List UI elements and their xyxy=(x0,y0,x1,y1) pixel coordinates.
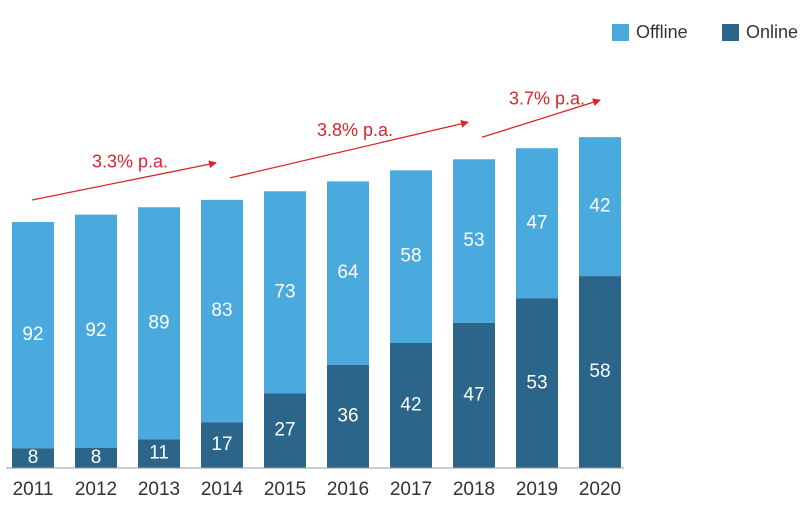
label-offline-2015: 73 xyxy=(274,281,295,302)
label-offline-2014: 83 xyxy=(211,300,232,321)
x-tick-2020: 2020 xyxy=(579,479,621,500)
x-tick-2017: 2017 xyxy=(390,479,432,500)
legend-online-label: Online xyxy=(746,21,799,42)
bar-online-2011 xyxy=(12,448,54,468)
label-online-2019: 53 xyxy=(526,372,547,393)
bar-online-2013 xyxy=(138,439,180,468)
x-tick-2016: 2016 xyxy=(327,479,369,500)
bar-online-2014 xyxy=(201,422,243,468)
label-online-2018: 47 xyxy=(463,384,484,405)
bar-online-2020 xyxy=(579,276,621,468)
growth-arrow-1 xyxy=(31,160,217,201)
label-online-2016: 36 xyxy=(337,405,358,426)
bars-layer: 92 8 92 8 89 11 83 17 73 27 64 36 58 42 53 47 47 53 42 58 xyxy=(12,137,621,468)
bar-online-2015 xyxy=(264,393,306,468)
x-tick-2019: 2019 xyxy=(516,479,558,500)
bar-online-2018 xyxy=(453,322,495,468)
growth-label-3: 3.7% p.a. xyxy=(509,89,585,109)
label-online-2011: 8 xyxy=(28,447,39,468)
label-offline-2012: 92 xyxy=(85,320,106,341)
legend-offline-swatch xyxy=(612,23,629,41)
x-tick-2011: 2011 xyxy=(13,479,54,500)
label-offline-2016: 64 xyxy=(337,262,359,283)
growth-annotations: 3.3% p.a. 3.8% p.a. 3.7% p.a. xyxy=(31,89,601,201)
bar-offline-2015 xyxy=(264,191,306,394)
bar-online-2019 xyxy=(516,298,558,468)
label-offline-2013: 89 xyxy=(148,312,169,333)
bar-offline-2020 xyxy=(579,137,621,277)
label-online-2013: 11 xyxy=(149,443,169,464)
bar-offline-2013 xyxy=(138,207,180,440)
label-offline-2011: 92 xyxy=(22,324,43,345)
label-online-2017: 42 xyxy=(400,395,421,416)
bar-offline-2012 xyxy=(75,214,117,448)
legend-online: Online xyxy=(722,22,798,42)
x-tick-2013: 2013 xyxy=(138,479,180,500)
x-tick-2012: 2012 xyxy=(75,479,117,500)
bar-offline-2019 xyxy=(516,148,558,299)
label-offline-2019: 47 xyxy=(526,212,547,233)
x-tick-2014: 2014 xyxy=(201,479,244,500)
growth-arrow-2 xyxy=(229,119,469,179)
bar-online-2012 xyxy=(75,447,117,468)
x-axis-ticks: 2011 2012 2013 2014 2015 2016 2017 2018 2019 2020 xyxy=(13,479,622,500)
bar-online-2016 xyxy=(327,364,369,468)
label-online-2015: 27 xyxy=(274,420,295,441)
label-online-2012: 8 xyxy=(91,447,102,468)
bar-offline-2014 xyxy=(201,199,243,423)
label-online-2014: 17 xyxy=(211,434,232,455)
bar-offline-2011 xyxy=(12,222,54,449)
legend-online-swatch xyxy=(722,23,739,41)
growth-label-2: 3.8% p.a. xyxy=(317,120,393,140)
x-tick-2015: 2015 xyxy=(264,479,306,500)
bar-offline-2017 xyxy=(390,170,432,343)
growth-arrow-3 xyxy=(481,98,601,138)
growth-label-1: 3.3% p.a. xyxy=(92,151,168,171)
bar-online-2017 xyxy=(390,342,432,468)
bar-offline-2016 xyxy=(327,181,369,365)
label-offline-2020: 42 xyxy=(589,196,610,217)
legend-offline-label: Offline xyxy=(636,21,688,42)
label-offline-2017: 58 xyxy=(400,246,421,267)
label-offline-2018: 53 xyxy=(463,230,484,251)
legend-offline: Offline xyxy=(612,22,688,42)
label-online-2020: 58 xyxy=(589,361,610,382)
bar-offline-2018 xyxy=(453,159,495,323)
x-tick-2018: 2018 xyxy=(453,479,495,500)
